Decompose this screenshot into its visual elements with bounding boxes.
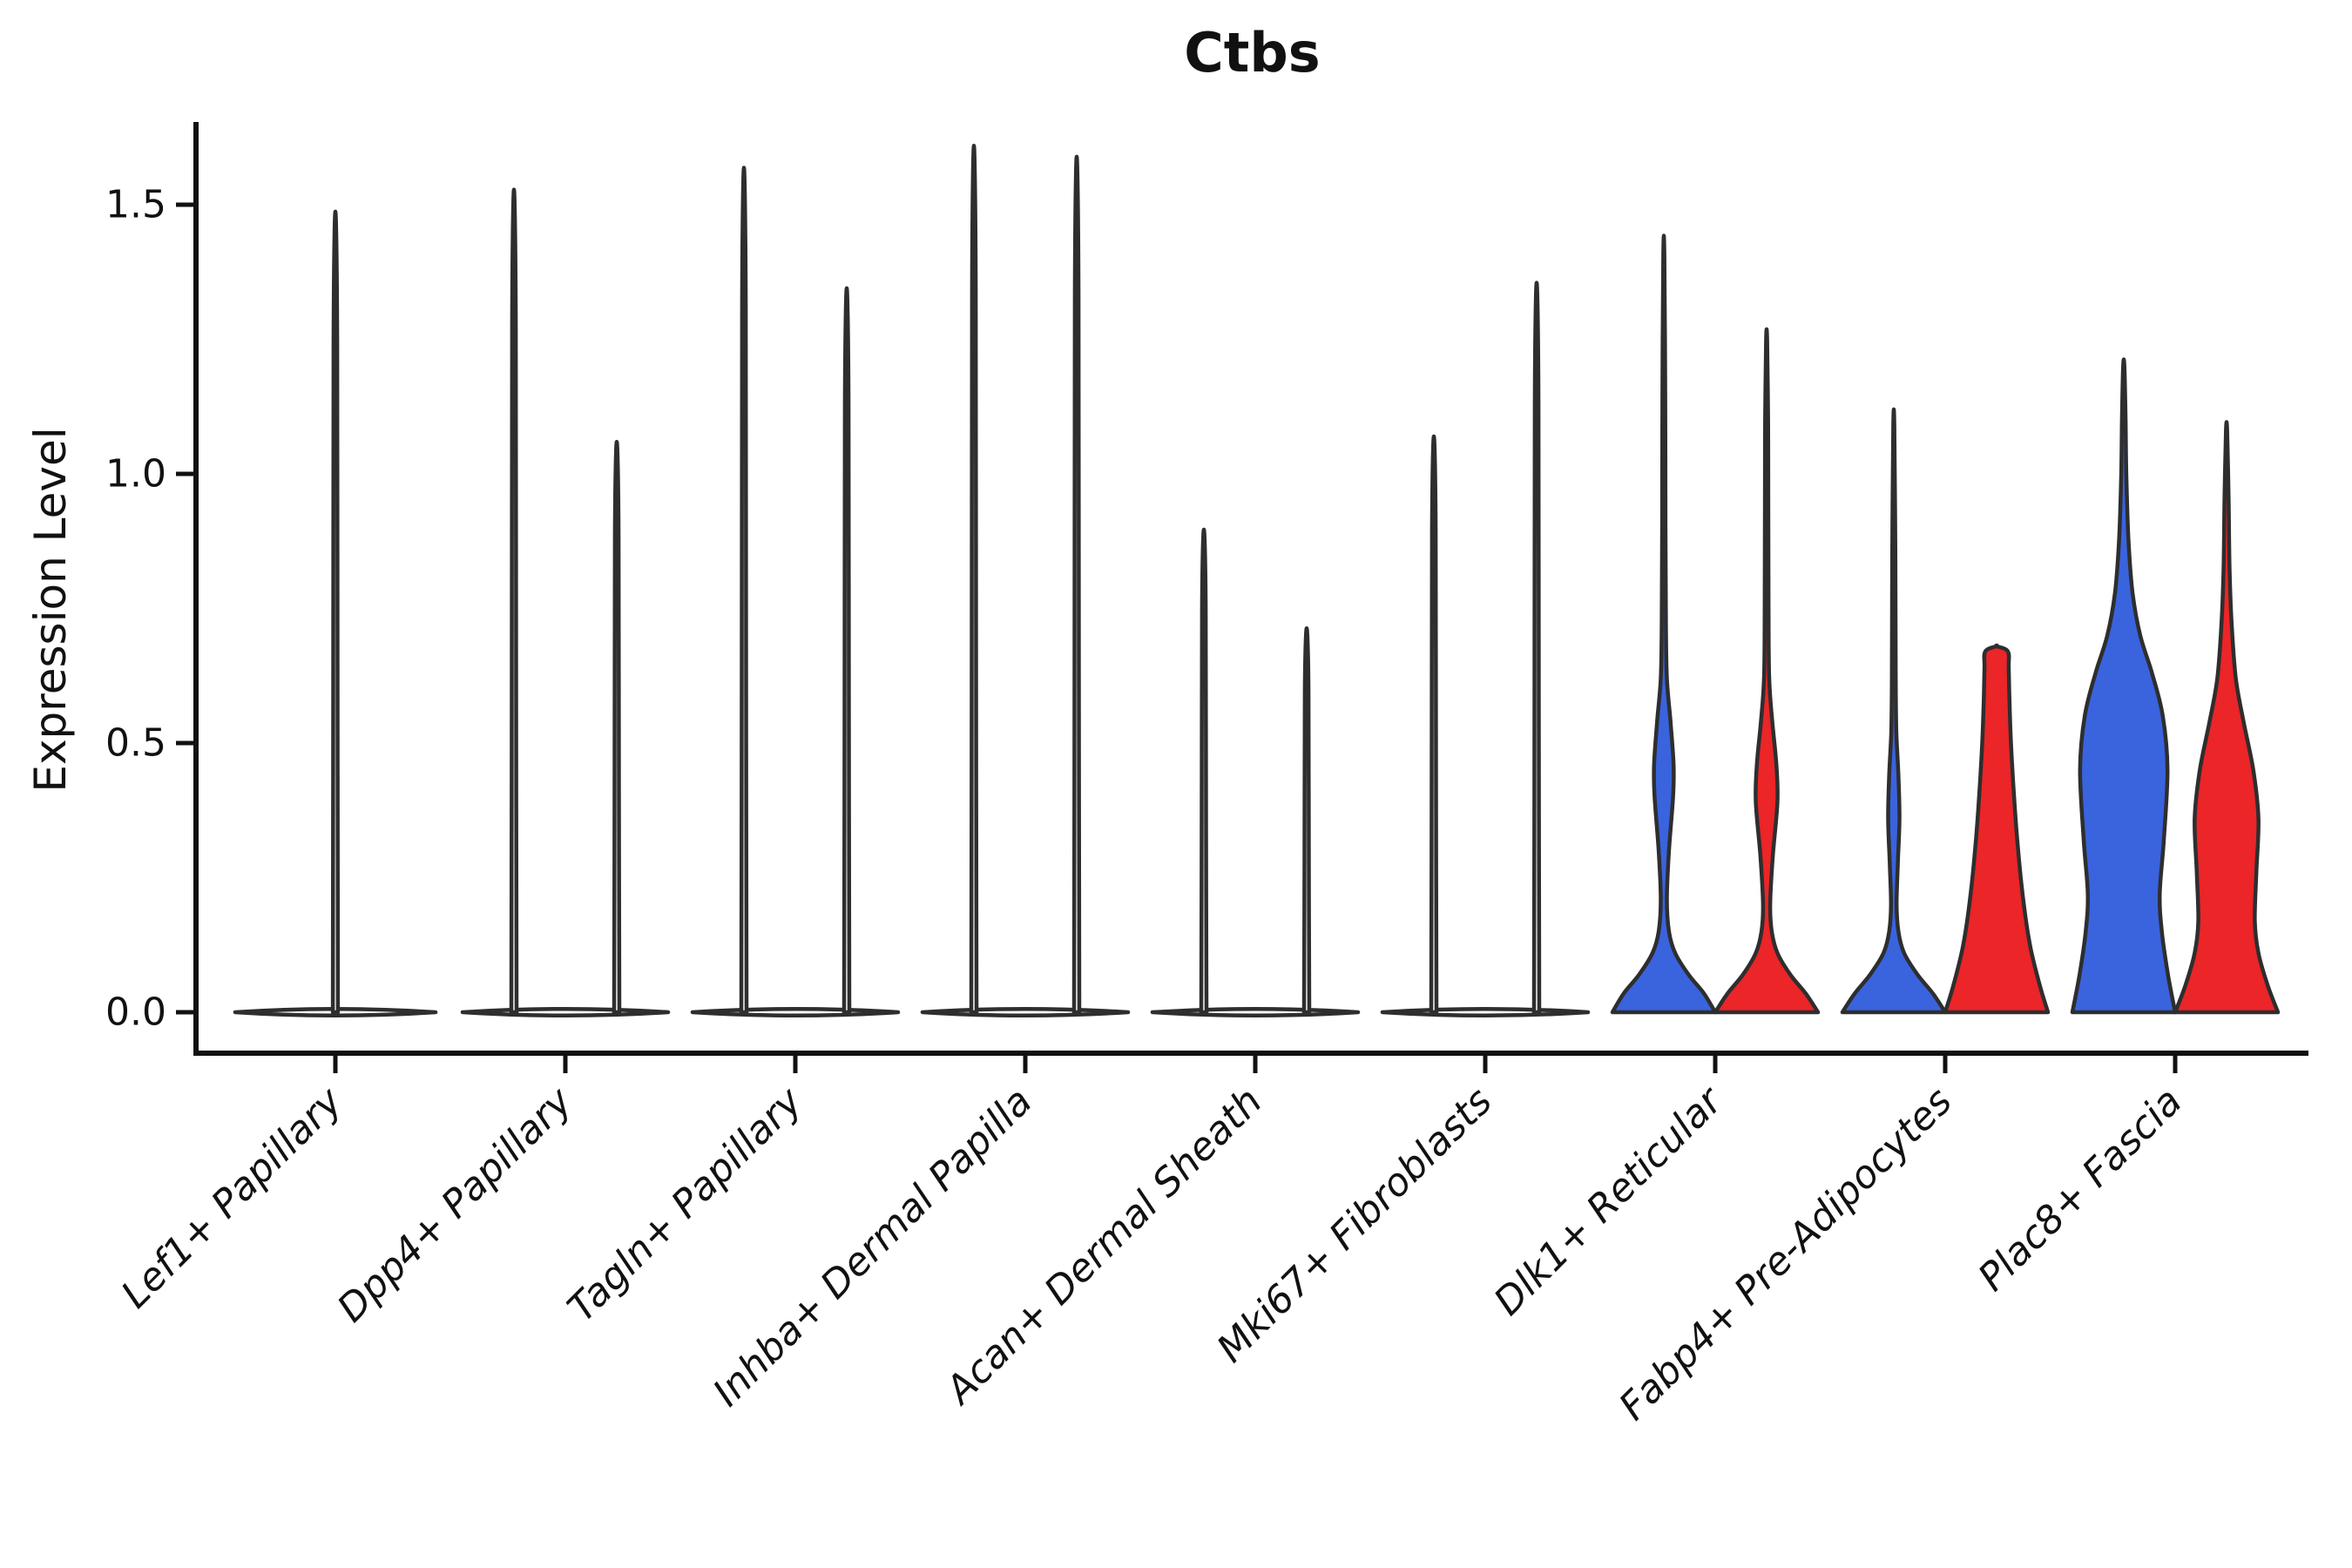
- violin-dlk1-right: [1713, 327, 1821, 1015]
- y-tick-label: 0.0: [105, 990, 166, 1035]
- y-tick-label: 0.5: [105, 721, 166, 766]
- violin-inhba-right: [1071, 154, 1082, 1015]
- x-tick-label: Dpp4+ Papillary: [329, 1078, 582, 1331]
- violin-base: [690, 1007, 901, 1017]
- violin-inhba-left: [969, 143, 979, 1015]
- y-tick-label: 1.0: [105, 452, 166, 497]
- violin-dpp4-left: [509, 187, 519, 1015]
- violin-dpp4-right: [612, 439, 622, 1015]
- violin-mki67-right: [1531, 280, 1542, 1015]
- violin-plac8-right: [2173, 420, 2281, 1015]
- y-tick-label: 1.5: [105, 183, 166, 227]
- violin-mki67-left: [1429, 434, 1439, 1015]
- y-axis-title: Expression Level: [25, 427, 76, 793]
- violin-tagln-left: [739, 166, 749, 1015]
- violin-dlk1-left: [1610, 233, 1718, 1015]
- violin-acan-left: [1199, 527, 1209, 1015]
- violin-acan-right: [1301, 626, 1312, 1015]
- chart-title: Ctbs: [1184, 21, 1321, 84]
- violin-fabp4-left: [1840, 407, 1948, 1015]
- violin-base: [1380, 1007, 1591, 1017]
- violin-fabp4-right: [1943, 643, 2051, 1015]
- violin-base: [920, 1007, 1131, 1017]
- x-tick-label: Plac8+ Fascia: [1970, 1079, 2190, 1300]
- violin-plac8-left: [2070, 357, 2178, 1015]
- violin-base: [1150, 1007, 1361, 1017]
- x-tick-label: Dlk1+ Reticular: [1485, 1078, 1732, 1324]
- x-tick-label: Lef1+ Papillary: [113, 1078, 352, 1317]
- violin-lef1: [330, 209, 341, 1015]
- violin-base: [460, 1007, 671, 1017]
- x-tick-label: Tagln+ Papillary: [559, 1078, 811, 1330]
- violin-tagln-right: [841, 286, 852, 1015]
